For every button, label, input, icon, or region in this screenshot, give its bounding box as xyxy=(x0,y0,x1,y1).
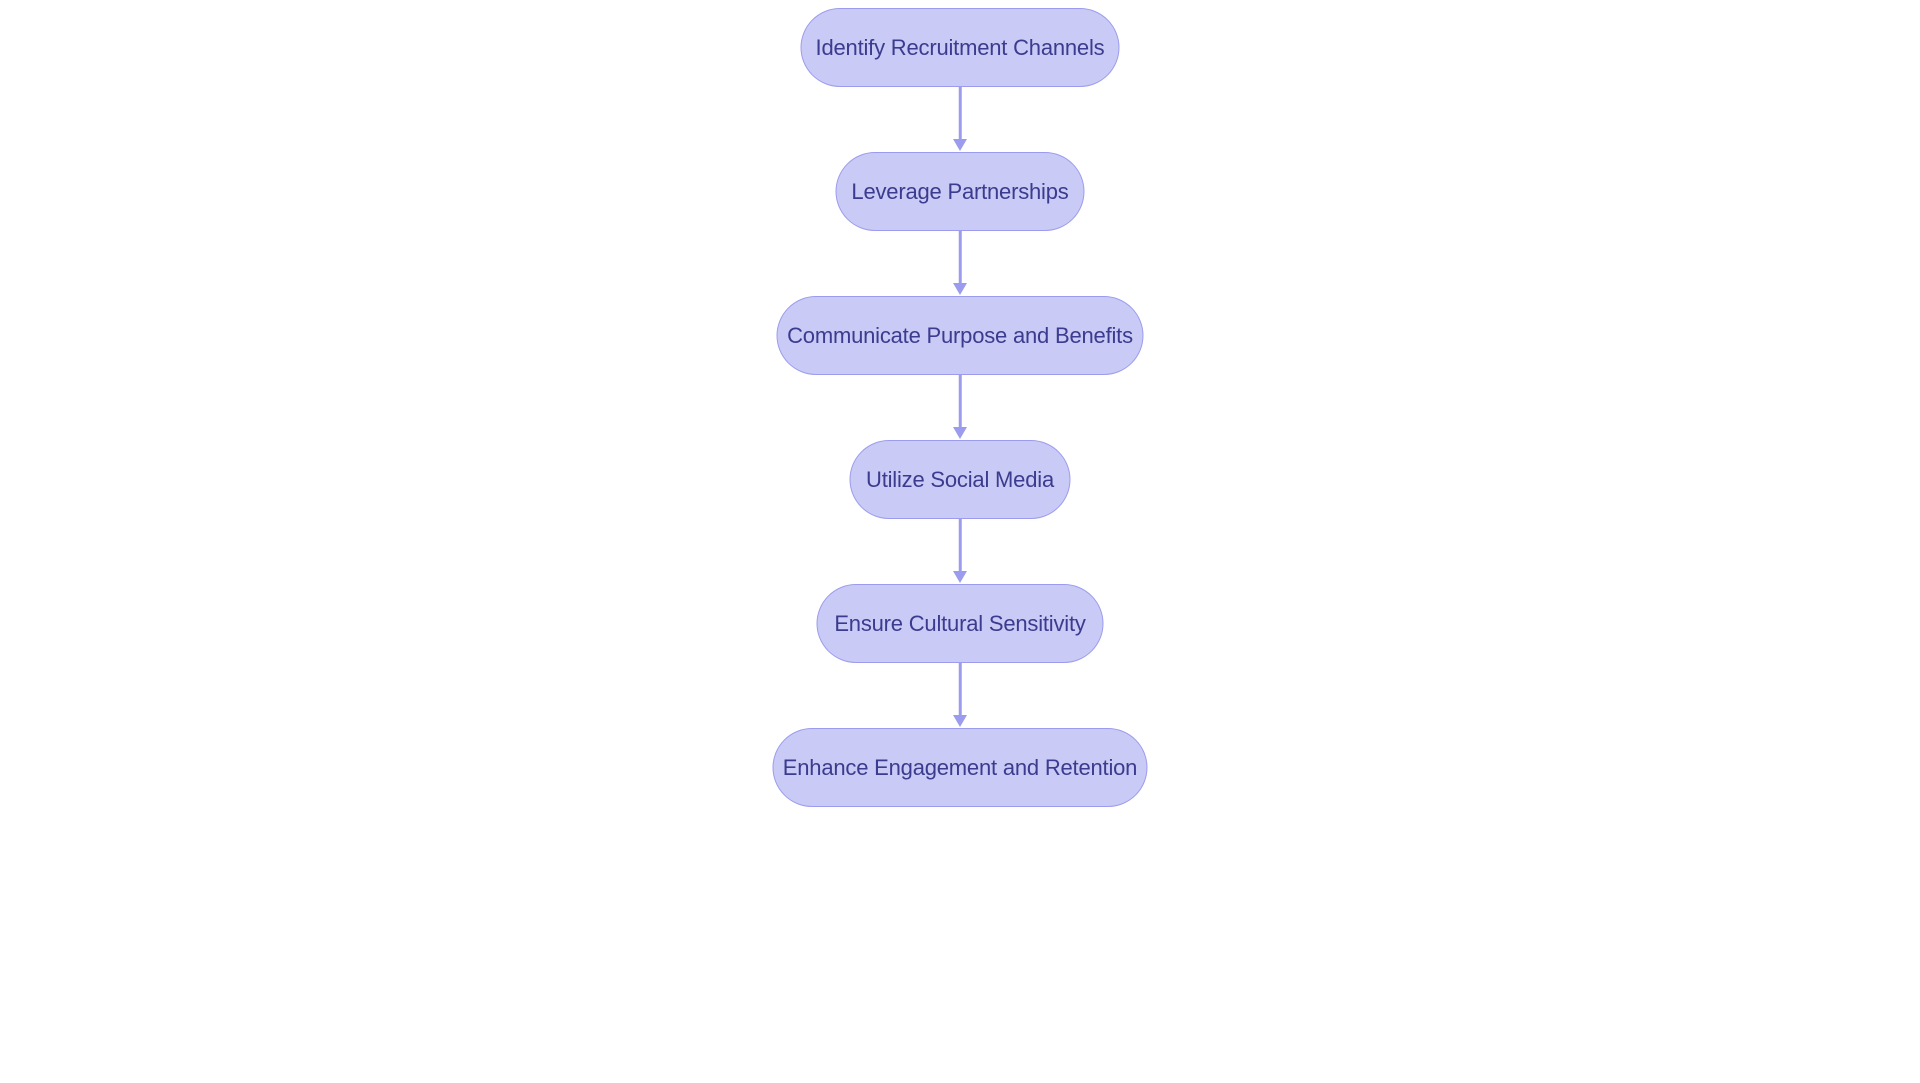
flowchart-node-label: Ensure Cultural Sensitivity xyxy=(834,611,1085,637)
flowchart-arrow-head xyxy=(953,283,967,295)
flowchart-node-label: Enhance Engagement and Retention xyxy=(783,755,1137,781)
flowchart-node: Utilize Social Media xyxy=(850,440,1071,519)
flowchart-node: Identify Recruitment Channels xyxy=(801,8,1120,87)
flowchart-node: Enhance Engagement and Retention xyxy=(773,728,1148,807)
flowchart-container: Identify Recruitment Channels Leverage Pa… xyxy=(660,0,1260,1083)
flowchart-arrow-line xyxy=(959,231,962,284)
flowchart-arrow-head xyxy=(953,715,967,727)
flowchart-node: Leverage Partnerships xyxy=(836,152,1085,231)
flowchart-arrow-head xyxy=(953,427,967,439)
flowchart-arrow-line xyxy=(959,663,962,716)
flowchart-node-label: Communicate Purpose and Benefits xyxy=(787,323,1133,349)
flowchart-arrow-head xyxy=(953,571,967,583)
flowchart-arrow-head xyxy=(953,139,967,151)
flowchart-arrow-line xyxy=(959,519,962,572)
flowchart-node-label: Leverage Partnerships xyxy=(851,179,1068,205)
flowchart-node: Ensure Cultural Sensitivity xyxy=(817,584,1104,663)
flowchart-arrow-line xyxy=(959,87,962,140)
flowchart-node: Communicate Purpose and Benefits xyxy=(777,296,1144,375)
flowchart-arrow-line xyxy=(959,375,962,428)
flowchart-node-label: Utilize Social Media xyxy=(866,467,1054,493)
flowchart-node-label: Identify Recruitment Channels xyxy=(816,35,1105,61)
